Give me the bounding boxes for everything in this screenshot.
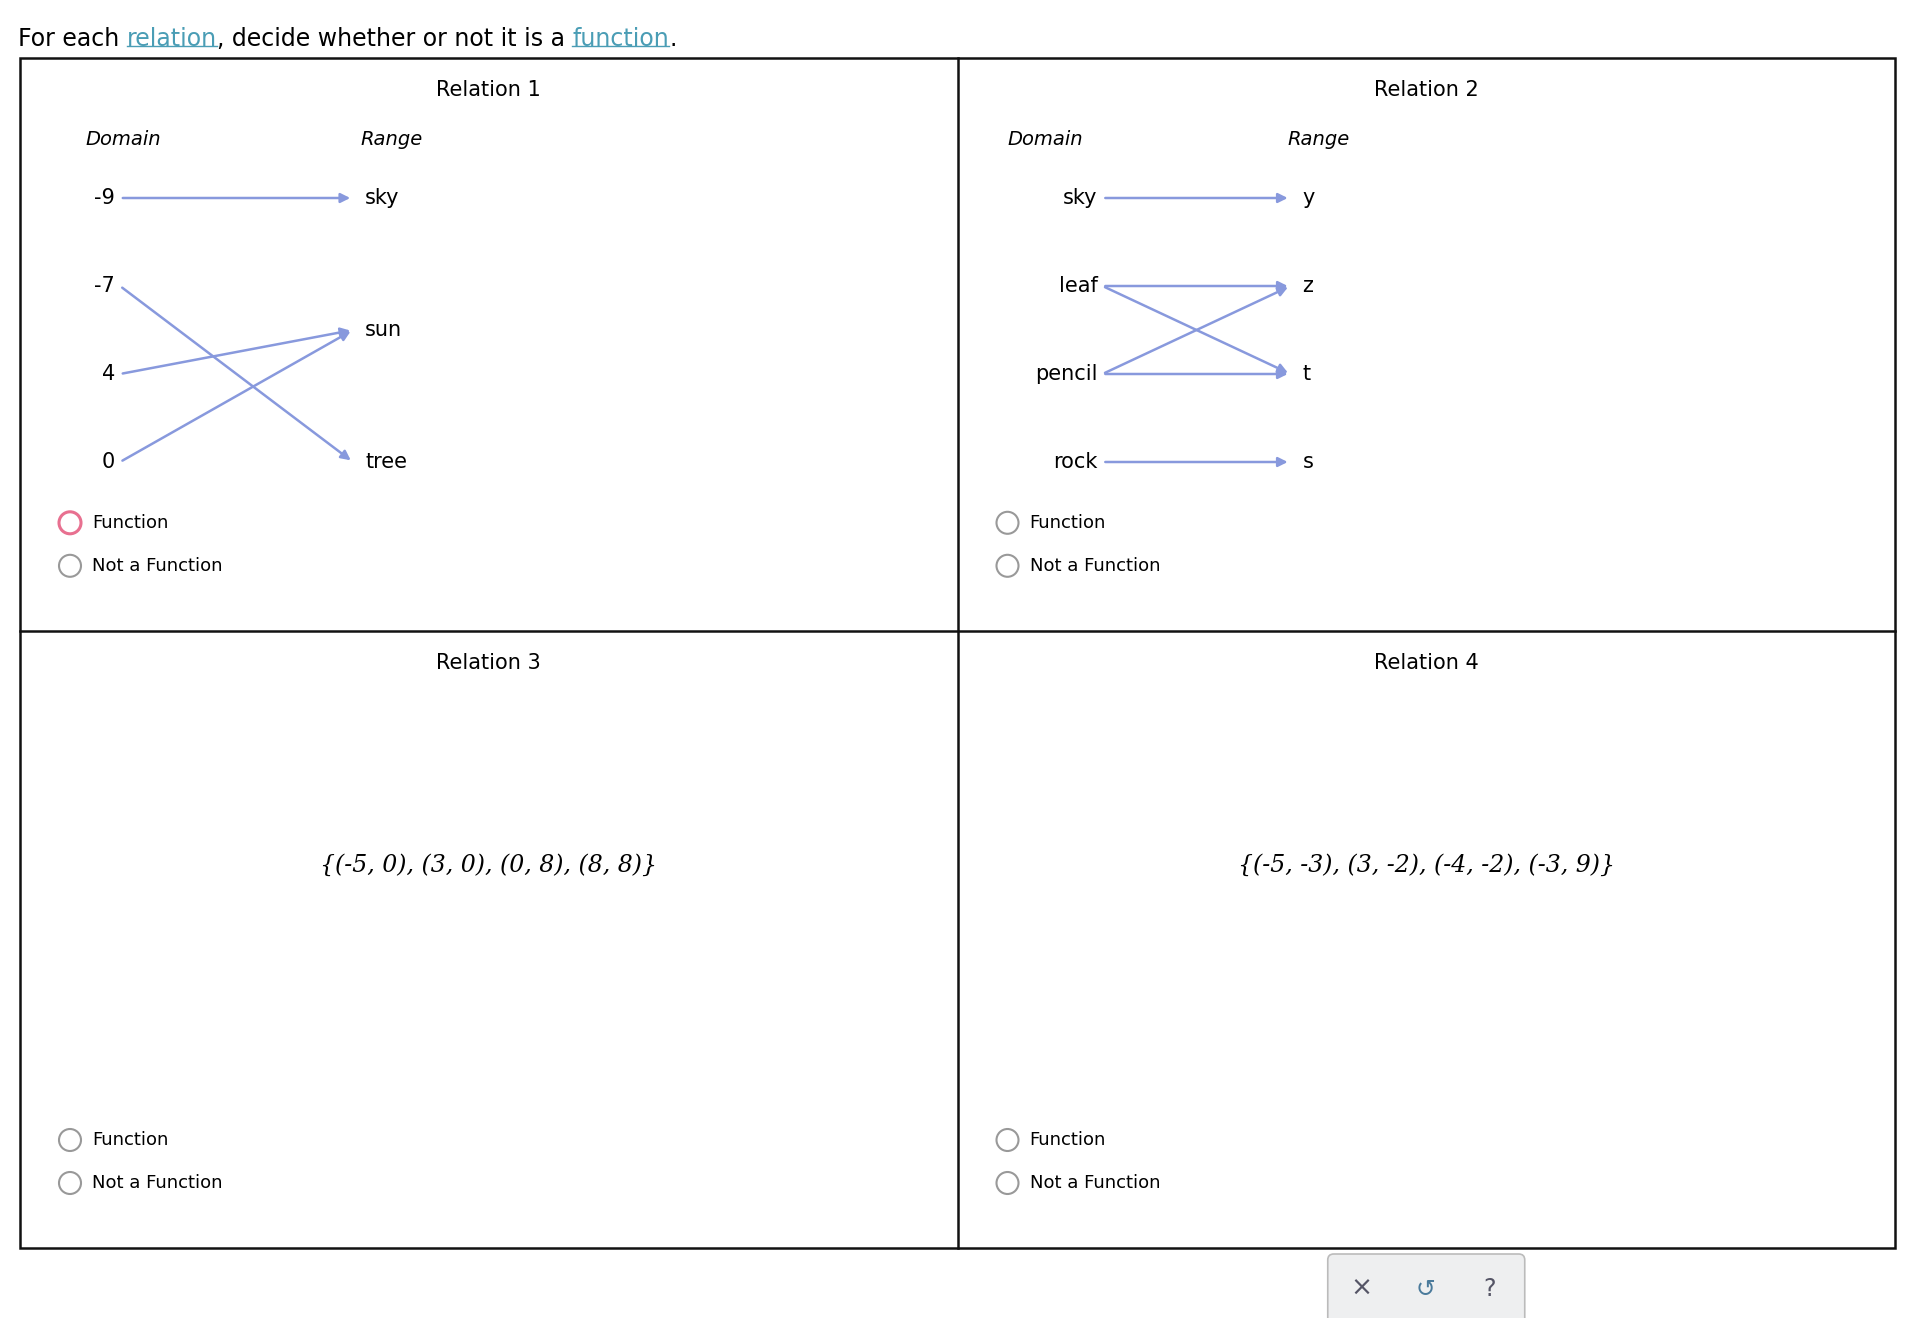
Text: sun: sun: [365, 320, 401, 340]
Text: For each: For each: [17, 26, 127, 51]
Text: Range: Range: [1288, 130, 1350, 149]
Text: leaf: leaf: [1058, 275, 1098, 297]
Text: Function: Function: [1029, 514, 1106, 531]
Text: Range: Range: [361, 130, 422, 149]
FancyBboxPatch shape: [1329, 1253, 1524, 1318]
Text: function: function: [572, 26, 670, 51]
Text: 4: 4: [102, 364, 115, 384]
Text: Domain: Domain: [1008, 130, 1083, 149]
Text: -9: -9: [94, 188, 115, 208]
Text: Not a Function: Not a Function: [92, 556, 223, 575]
Text: , decide whether or not it is a: , decide whether or not it is a: [217, 26, 572, 51]
Text: tree: tree: [365, 452, 407, 472]
Text: sky: sky: [1064, 188, 1098, 208]
Text: Function: Function: [92, 514, 169, 531]
Text: z: z: [1302, 275, 1313, 297]
Text: t: t: [1302, 364, 1311, 384]
Text: Domain: Domain: [84, 130, 161, 149]
Text: Not a Function: Not a Function: [92, 1174, 223, 1191]
Text: Function: Function: [1029, 1131, 1106, 1149]
Text: Not a Function: Not a Function: [1029, 1174, 1160, 1191]
Text: pencil: pencil: [1035, 364, 1098, 384]
Text: Relation 4: Relation 4: [1375, 652, 1478, 672]
Text: sky: sky: [365, 188, 399, 208]
Text: s: s: [1302, 452, 1313, 472]
Text: {(-5, 0), (3, 0), (0, 8), (8, 8)}: {(-5, 0), (3, 0), (0, 8), (8, 8)}: [321, 854, 657, 876]
Text: y: y: [1302, 188, 1315, 208]
Text: ×: ×: [1350, 1276, 1373, 1302]
Text: Relation 2: Relation 2: [1375, 80, 1478, 100]
Text: ?: ?: [1484, 1277, 1496, 1301]
Text: Not a Function: Not a Function: [1029, 556, 1160, 575]
Text: Function: Function: [92, 1131, 169, 1149]
Text: rock: rock: [1054, 452, 1098, 472]
Text: -7: -7: [94, 275, 115, 297]
Text: .: .: [670, 26, 676, 51]
Text: {(-5, -3), (3, -2), (-4, -2), (-3, 9)}: {(-5, -3), (3, -2), (-4, -2), (-3, 9)}: [1238, 854, 1615, 876]
Text: 0: 0: [102, 452, 115, 472]
Text: ↺: ↺: [1415, 1277, 1436, 1301]
Text: Relation 3: Relation 3: [436, 652, 541, 672]
Text: Relation 1: Relation 1: [436, 80, 541, 100]
Text: relation: relation: [127, 26, 217, 51]
